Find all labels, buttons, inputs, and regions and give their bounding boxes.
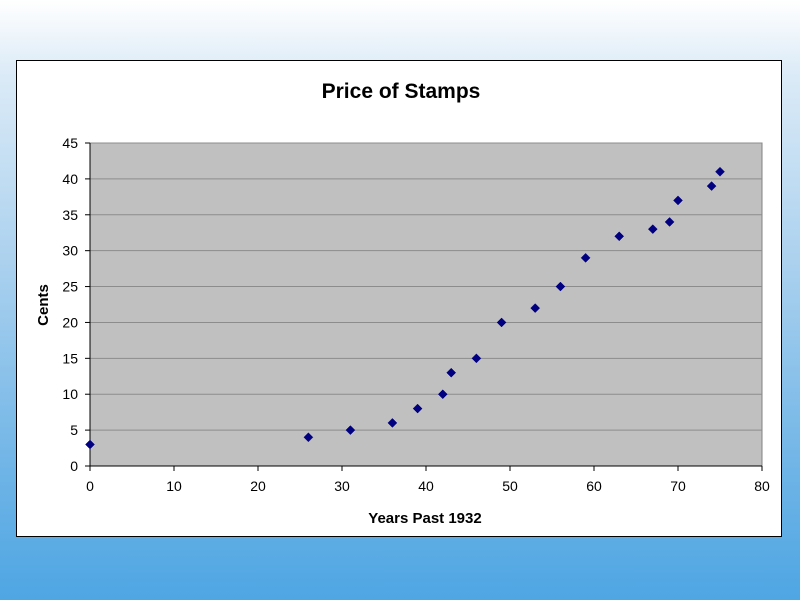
- y-tick-label: 20: [62, 314, 78, 330]
- chart-title: Price of Stamps: [322, 80, 481, 103]
- data-point: [303, 432, 314, 443]
- scatter-chart: Price of Stamps 0 5 10 15 20 25 30 35 40 45 0 10 20 3…: [35, 80, 770, 527]
- data-point: [345, 425, 356, 435]
- axes: [85, 142, 763, 471]
- chart-frame: Price of Stamps 0 5 10 15 20 25 30 35 40 45 0 10 20 3…: [16, 60, 782, 537]
- y-tick-label: 30: [62, 243, 78, 259]
- data-point: [715, 166, 725, 177]
- y-tick-label: 35: [62, 207, 78, 223]
- x-tick-label: 40: [418, 478, 434, 494]
- y-tick-label: 40: [62, 171, 78, 187]
- data-point: [530, 303, 541, 313]
- tick-labels: 0 5 10 15 20 25 30 35 40 45 0 10 20 30 40 50 60 70 80: [62, 135, 770, 494]
- x-tick-label: 70: [670, 478, 686, 494]
- data-point: [580, 252, 591, 263]
- data-point: [412, 403, 423, 414]
- data-point: [85, 439, 95, 450]
- x-tick-label: 30: [334, 478, 350, 494]
- data-point: [673, 195, 683, 206]
- y-axis-label: Cents: [35, 284, 52, 326]
- x-tick-label: 80: [754, 478, 770, 494]
- x-tick-label: 10: [166, 478, 182, 494]
- data-point: [437, 389, 448, 400]
- data-point: [664, 217, 675, 227]
- data-point: [555, 281, 566, 292]
- y-tick-label: 45: [62, 135, 78, 151]
- data-point: [446, 367, 457, 378]
- y-tick-label: 5: [70, 422, 78, 438]
- plot-area: [89, 142, 763, 467]
- x-tick-label: 50: [502, 478, 518, 494]
- data-point: [387, 418, 398, 428]
- data-point: [614, 231, 625, 242]
- data-points: [85, 166, 725, 450]
- data-point: [706, 181, 717, 191]
- x-tick-label: 0: [86, 478, 94, 494]
- x-axis-label: Years Past 1932: [368, 510, 481, 527]
- y-tick-label: 0: [70, 458, 78, 474]
- x-tick-label: 60: [586, 478, 602, 494]
- y-tick-label: 10: [62, 386, 78, 402]
- data-point: [471, 353, 482, 364]
- data-point: [647, 224, 658, 234]
- data-point: [496, 317, 507, 328]
- x-tick-label: 20: [250, 478, 266, 494]
- y-tick-label: 15: [62, 350, 78, 366]
- gridlines: [90, 142, 762, 431]
- y-tick-label: 25: [62, 279, 78, 295]
